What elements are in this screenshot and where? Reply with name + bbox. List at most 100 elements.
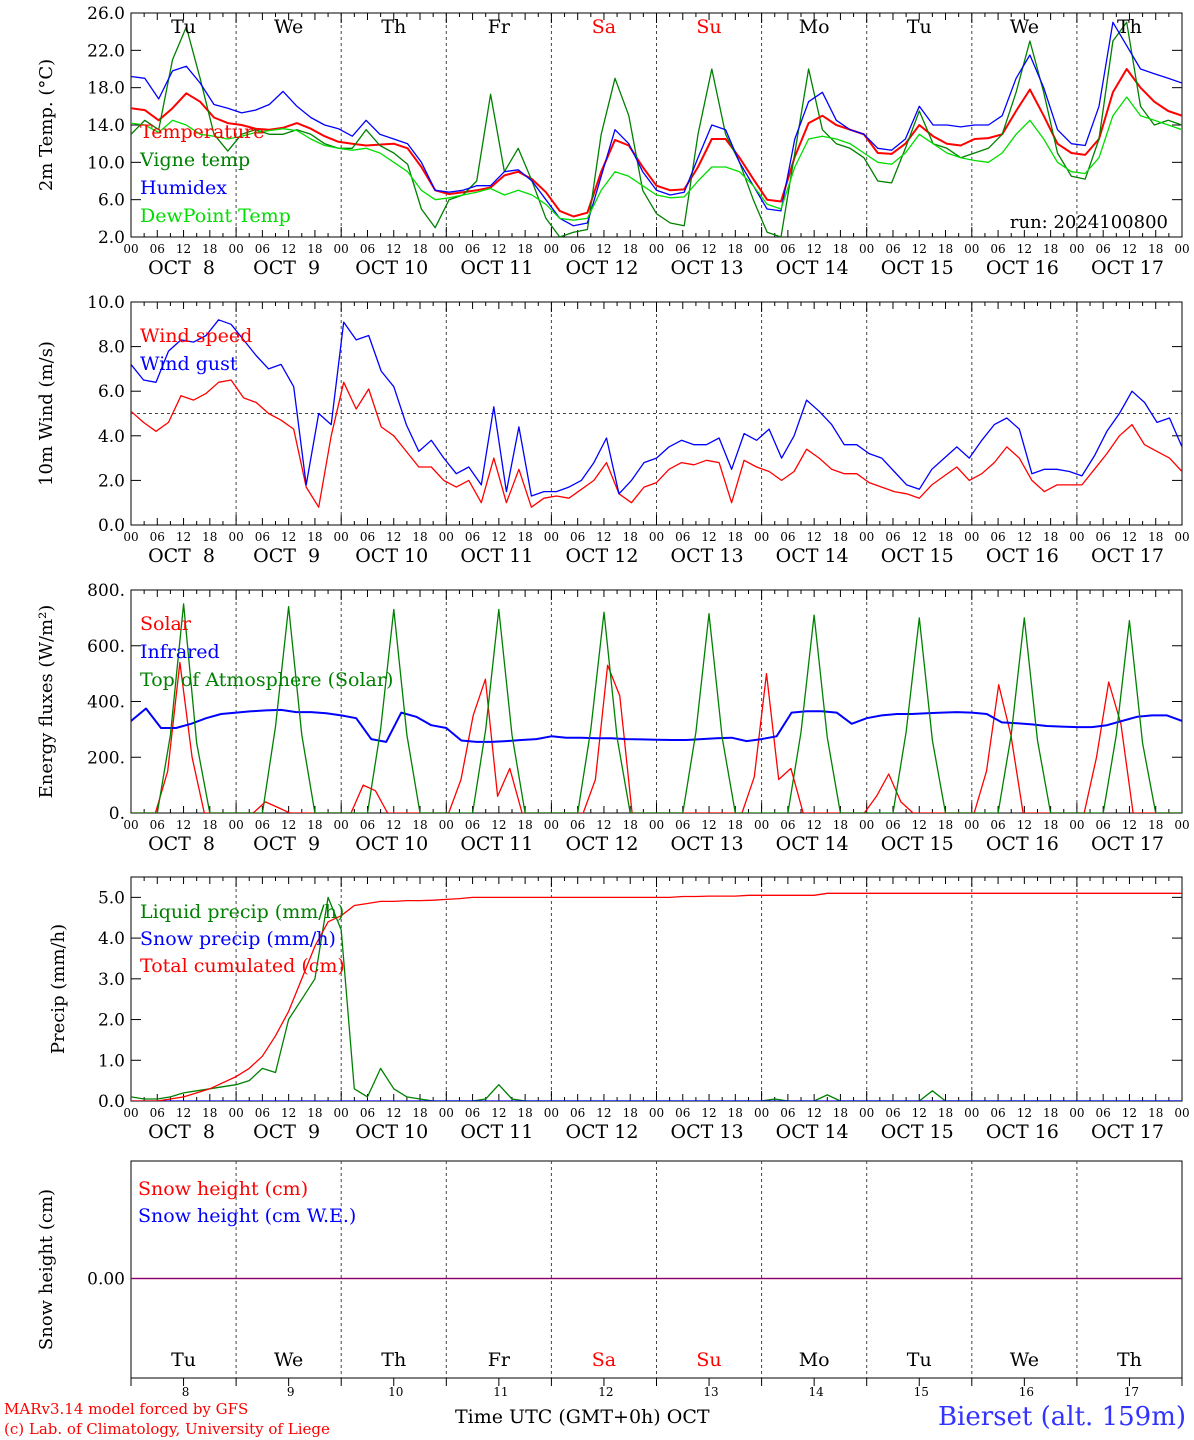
hour-tick-label: 06 [360,1106,375,1120]
hour-tick-label: 00 [964,242,979,256]
hour-tick-label: 12 [701,530,716,544]
y-tick-label: 5.0 [98,888,125,908]
date-label: OCT 8 [148,545,215,567]
day-number-label: 12 [598,1385,613,1399]
series-line [131,21,1182,237]
series-line [131,896,1182,1101]
hour-tick-label: 18 [623,530,638,544]
date-label: OCT 12 [565,257,638,279]
hour-tick-label: 18 [1148,818,1163,832]
weekday-label: Th [381,16,406,38]
hour-tick-label: 18 [1148,242,1163,256]
date-label: OCT 16 [986,545,1059,567]
hour-tick-label: 06 [150,530,165,544]
hour-tick-label: 12 [912,242,927,256]
hour-tick-label: 12 [176,242,191,256]
y-axis-label: 10m Wind (m/s) [36,341,57,486]
hour-tick-label: 06 [675,1106,690,1120]
hour-tick-label: 06 [465,530,480,544]
hour-tick-label: 18 [517,818,532,832]
y-tick-label: 2.0 [98,471,125,491]
date-label: OCT 11 [460,833,533,855]
series-line [131,96,1182,221]
hour-tick-label: 12 [912,1106,927,1120]
weekday-label: Th [1117,1349,1142,1371]
hour-tick-label: 18 [728,1106,743,1120]
hour-tick-label: 06 [360,530,375,544]
hour-tick-label: 06 [255,818,270,832]
legend-entry: Wind speed [140,325,252,347]
date-label: OCT 10 [355,545,428,567]
hour-tick-label: 06 [1096,1106,1111,1120]
hour-tick-label: 18 [833,1106,848,1120]
hour-tick-label: 06 [990,242,1005,256]
legend-entry: Snow precip (mm/h) [140,928,336,950]
weekday-label: Th [1117,16,1142,38]
date-label: OCT 8 [148,257,215,279]
hour-tick-label: 00 [1174,1106,1189,1120]
hour-tick-label: 12 [491,242,506,256]
hour-tick-label: 18 [202,1106,217,1120]
hour-tick-label: 18 [202,530,217,544]
hour-tick-label: 06 [150,818,165,832]
hour-tick-label: 18 [517,1106,532,1120]
y-tick-label: 4.0 [98,427,125,447]
hour-tick-label: 00 [1069,1106,1084,1120]
hour-tick-label: 06 [570,242,585,256]
hour-tick-label: 12 [596,1106,611,1120]
y-tick-label: 6.0 [98,191,125,211]
hour-tick-label: 12 [596,242,611,256]
day-number-label: 16 [1019,1385,1034,1399]
hour-tick-label: 18 [517,242,532,256]
series-line [131,892,1182,1101]
hour-tick-label: 00 [123,242,138,256]
series-line [131,707,1182,743]
weekday-label: Su [696,16,721,38]
hour-tick-label: 12 [912,818,927,832]
date-label: OCT 11 [460,257,533,279]
date-label: OCT 15 [881,833,954,855]
hour-tick-label: 18 [1043,818,1058,832]
hour-tick-label: 00 [439,530,454,544]
legend-entry: Humidex [140,177,227,199]
date-label: OCT 13 [671,257,744,279]
hour-tick-label: 12 [807,1106,822,1120]
hour-tick-label: 12 [701,1106,716,1120]
hour-tick-label: 00 [964,818,979,832]
hour-tick-label: 06 [885,530,900,544]
series-line [131,68,1182,218]
hour-tick-label: 12 [491,818,506,832]
hour-tick-label: 12 [281,1106,296,1120]
hour-tick-label: 00 [1069,530,1084,544]
series-line [131,603,1182,813]
y-axis-label: Snow height (cm) [36,1189,57,1350]
hour-tick-label: 06 [990,1106,1005,1120]
hour-tick-label: 00 [228,530,243,544]
hour-tick-label: 18 [202,818,217,832]
legend-entry: Temperature [140,121,264,143]
hour-tick-label: 06 [570,530,585,544]
hour-tick-label: 00 [964,1106,979,1120]
hour-tick-label: 12 [386,530,401,544]
hour-tick-label: 18 [307,818,322,832]
date-label: OCT 14 [776,1121,849,1143]
day-number-label: 14 [809,1385,825,1399]
hour-tick-label: 06 [885,1106,900,1120]
weekday-label: Tu [907,16,932,38]
y-tick-label: 26.0 [87,4,125,24]
date-label: OCT 8 [148,833,215,855]
hour-tick-label: 06 [570,1106,585,1120]
day-number-label: 8 [182,1385,190,1399]
hour-tick-label: 00 [228,1106,243,1120]
hour-tick-label: 06 [255,530,270,544]
y-tick-label: 0. [109,804,125,824]
model-credit: MARv3.14 model forced by GFS [4,1400,249,1418]
hour-tick-label: 12 [1017,242,1032,256]
hour-tick-label: 00 [859,530,874,544]
weekday-label: Tu [171,16,196,38]
hour-tick-label: 06 [780,1106,795,1120]
y-tick-label: 400. [87,693,125,713]
date-label: OCT 14 [776,257,849,279]
hour-tick-label: 00 [334,818,349,832]
hour-tick-label: 00 [123,530,138,544]
